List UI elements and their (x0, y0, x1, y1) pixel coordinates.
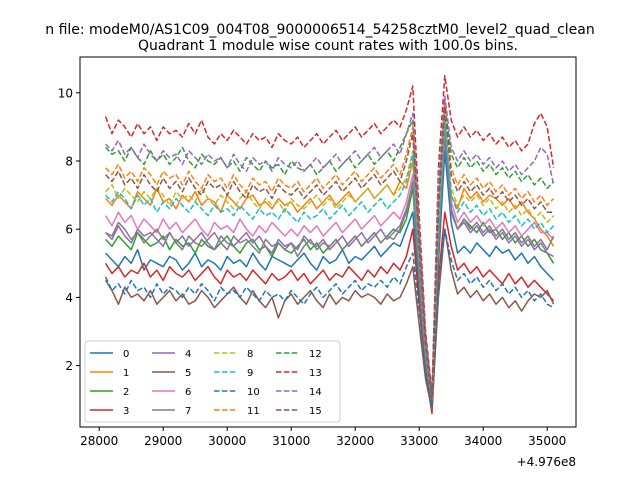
y-tick-label: 6 (65, 223, 73, 237)
x-tick-label: 32000 (336, 434, 374, 448)
legend-label-9: 9 (247, 368, 253, 379)
legend-label-13: 13 (309, 368, 322, 379)
series-1-line (105, 126, 555, 408)
x-tick-label: 28000 (80, 434, 118, 448)
chart-title: Quadrant 1 module wise count rates with … (138, 38, 518, 54)
legend-label-15: 15 (309, 406, 322, 417)
legend-label-5: 5 (185, 368, 191, 379)
x-tick-label: 31000 (272, 434, 310, 448)
legend-label-0: 0 (123, 349, 129, 360)
legend-label-11: 11 (247, 406, 260, 417)
series-layer (104, 75, 555, 415)
axes-frame (79, 56, 577, 428)
series-7-line (105, 129, 555, 404)
series-0-line (105, 150, 555, 401)
x-tick-label: 30000 (208, 434, 246, 448)
legend-label-1: 1 (123, 368, 129, 379)
series-15-line (105, 105, 554, 401)
x-tick-label: 35000 (528, 434, 566, 448)
series-6-line (104, 122, 555, 404)
series-11-line (105, 98, 555, 401)
x-axis-offset-label: +4.976e8 (517, 455, 576, 469)
legend-label-8: 8 (247, 349, 253, 360)
legend-label-6: 6 (185, 387, 191, 398)
x-axis: 28000 29000 30000 31000 32000 33000 34000 35000 (80, 427, 566, 448)
y-tick-label: 8 (65, 155, 73, 169)
series-4-line (105, 136, 554, 401)
legend-label-7: 7 (185, 406, 191, 417)
legend-label-10: 10 (247, 387, 260, 398)
series-8-line (105, 112, 555, 401)
x-tick-label: 29000 (144, 434, 182, 448)
y-tick-label: 10 (58, 86, 73, 100)
y-tick-label: 2 (65, 359, 73, 373)
series-3-line (104, 211, 555, 415)
legend-label-14: 14 (309, 387, 322, 398)
series-9-line (105, 119, 555, 404)
x-tick-label: 33000 (400, 434, 438, 448)
series-13-line (104, 75, 555, 394)
legend-label-3: 3 (123, 406, 129, 417)
series-14-line (105, 95, 555, 398)
figure-suptitle: n file: modeM0/AS1C09_004T08_9000006514_… (45, 22, 594, 38)
legend-label-2: 2 (123, 387, 129, 398)
series-10-line (104, 228, 554, 408)
y-tick-label: 4 (65, 291, 73, 305)
legend-box (84, 340, 341, 423)
series-5-line (104, 228, 555, 411)
legend-label-12: 12 (309, 349, 322, 360)
x-tick-label: 34000 (464, 434, 502, 448)
legend-label-4: 4 (185, 349, 191, 360)
y-axis: 2 4 6 8 10 (58, 86, 80, 373)
